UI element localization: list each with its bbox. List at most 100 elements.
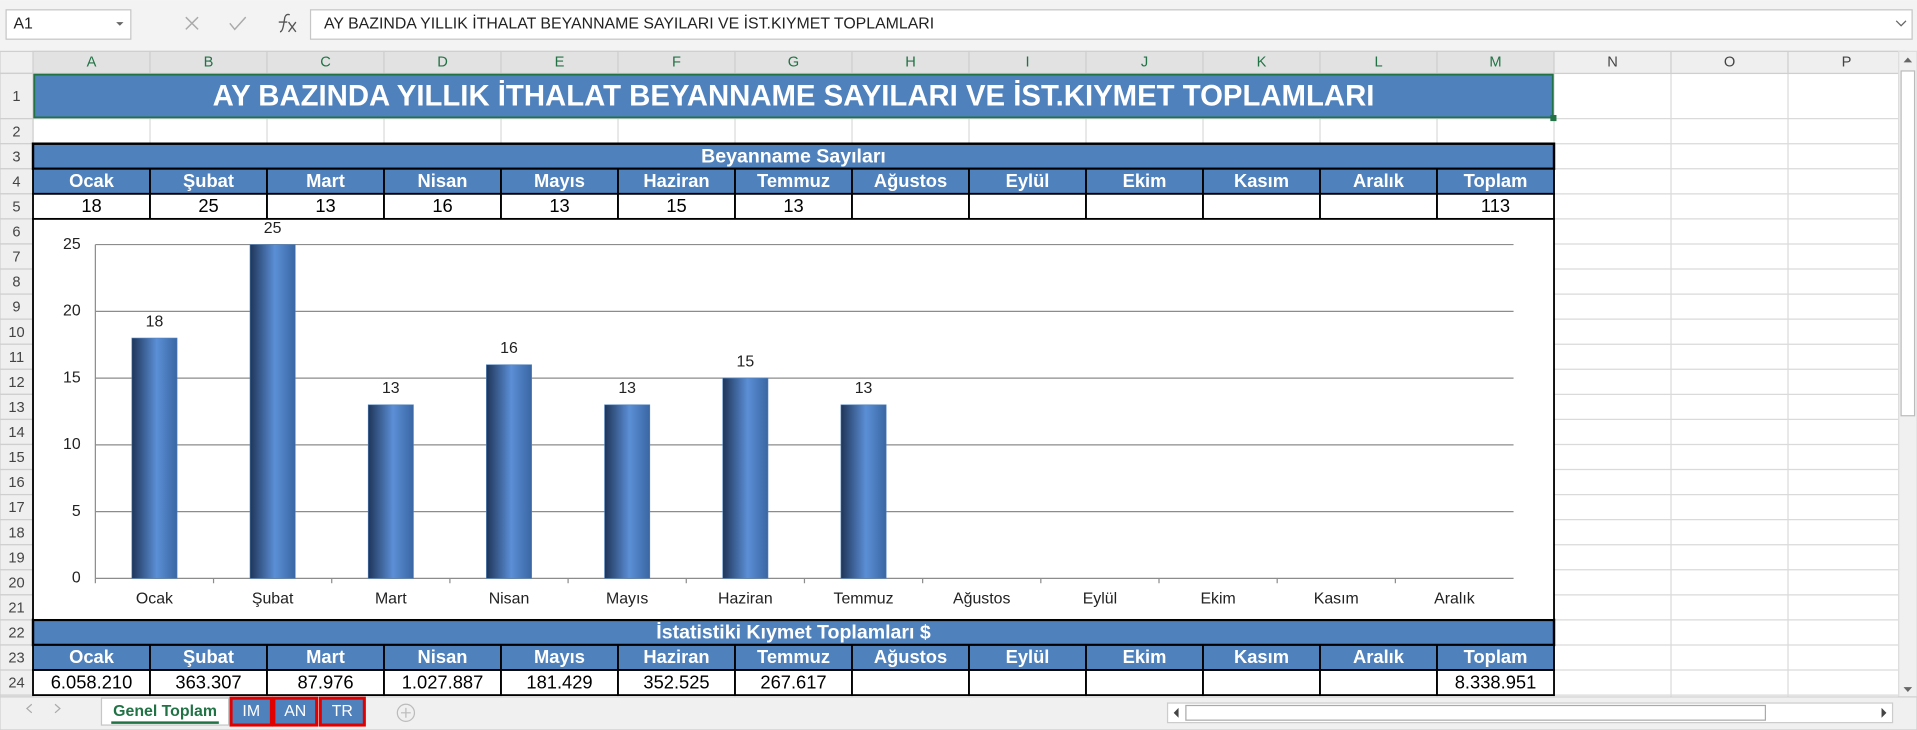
header-text: Aralık xyxy=(1353,170,1405,191)
value-text: 16 xyxy=(432,195,452,216)
header-cell xyxy=(32,644,151,671)
value-text: 6.058.210 xyxy=(51,671,133,692)
header-cell xyxy=(1085,644,1204,671)
row-number: 15 xyxy=(8,450,24,466)
row-number: 3 xyxy=(12,149,20,165)
sheet-tab[interactable] xyxy=(100,697,230,726)
column-letter: J xyxy=(1141,54,1148,70)
name-box[interactable] xyxy=(5,9,132,40)
scroll-down[interactable] xyxy=(1903,687,1913,693)
tab-nav-right[interactable] xyxy=(54,703,61,714)
data-label: 16 xyxy=(500,340,518,357)
row-number: 5 xyxy=(12,199,20,215)
value-text: 267.617 xyxy=(760,671,826,692)
row-header[interactable] xyxy=(0,343,34,370)
scroll-thumb[interactable] xyxy=(1900,70,1916,417)
sheet-tab[interactable] xyxy=(272,696,319,727)
formula-expand[interactable] xyxy=(1895,20,1907,27)
header-cell xyxy=(851,167,970,195)
row-number: 14 xyxy=(8,425,24,441)
header-text: Kasım xyxy=(1234,646,1289,667)
enter-icon[interactable] xyxy=(229,16,247,31)
column-letter: I xyxy=(1025,54,1029,70)
tab-nav-left[interactable] xyxy=(25,703,33,714)
header-text: Şubat xyxy=(183,646,234,667)
h-scroll-thumb[interactable] xyxy=(1185,704,1767,721)
row-header[interactable] xyxy=(0,669,34,696)
header-cell xyxy=(266,644,385,671)
row-header[interactable] xyxy=(0,368,34,395)
sheet-tab-label: TR xyxy=(332,703,353,720)
column-letter: P xyxy=(1842,54,1852,70)
name-box-text: A1 xyxy=(13,16,33,33)
data-label: 13 xyxy=(618,380,636,397)
value-cell xyxy=(1436,192,1555,220)
sheet-tab[interactable] xyxy=(229,696,273,727)
value-cell xyxy=(617,669,736,697)
header-cell xyxy=(1202,644,1321,671)
value-cell xyxy=(968,669,1087,697)
column-letter: B xyxy=(204,54,214,70)
header-cell xyxy=(851,644,970,671)
x-tick-label: Haziran xyxy=(718,590,773,607)
header-text: Ağustos xyxy=(874,646,947,667)
row-number: 6 xyxy=(12,225,20,241)
value-cell xyxy=(968,192,1087,220)
function-icon[interactable] xyxy=(278,13,297,33)
value-cell xyxy=(851,669,970,697)
value-text: 363.307 xyxy=(175,671,241,692)
value-text: 352.525 xyxy=(643,671,709,692)
name-box-arrow[interactable] xyxy=(116,22,124,26)
value-text: 18 xyxy=(81,195,101,216)
header-cell xyxy=(1436,644,1555,671)
row-header[interactable] xyxy=(0,268,34,295)
cancel-icon[interactable] xyxy=(185,16,199,30)
header-cell xyxy=(500,167,619,195)
y-tick-label: 5 xyxy=(72,503,81,520)
row-header[interactable] xyxy=(0,218,34,245)
value-cell xyxy=(1319,669,1438,697)
h-scroll-right[interactable] xyxy=(1881,707,1887,718)
header-text: Aralık xyxy=(1353,646,1405,667)
row-number: 17 xyxy=(8,500,24,516)
add-sheet[interactable] xyxy=(396,703,416,722)
y-tick-label: 10 xyxy=(63,436,81,453)
formula-bar[interactable] xyxy=(309,9,1913,40)
data-label: 13 xyxy=(382,380,400,397)
header-text: Toplam xyxy=(1464,170,1528,191)
row-header[interactable] xyxy=(0,318,34,345)
row-number: 2 xyxy=(12,124,20,140)
header-cell xyxy=(383,644,502,671)
title-cell xyxy=(33,73,1554,119)
x-tick-label: Eylül xyxy=(1083,590,1117,607)
h-scroll-left[interactable] xyxy=(1173,707,1179,718)
sheet-tab[interactable] xyxy=(318,696,366,727)
value-text: 25 xyxy=(198,195,218,216)
sheet-tab-label: Genel Toplam xyxy=(113,703,217,720)
header-text: Ocak xyxy=(69,646,115,667)
column-letter: C xyxy=(320,54,331,70)
x-tick-label: Şubat xyxy=(252,590,294,607)
bar xyxy=(367,404,414,579)
header-cell xyxy=(1085,167,1204,195)
y-tick-label: 15 xyxy=(63,369,81,386)
value-cell xyxy=(32,669,151,697)
x-tick-label: Ağustos xyxy=(953,590,1010,607)
row-number: 18 xyxy=(8,525,24,541)
value-text: 113 xyxy=(1481,195,1510,216)
row-number: 4 xyxy=(12,174,20,190)
formula-text: AY BAZINDA YILLIK İTHALAT BEYANNAME SAYI… xyxy=(324,14,934,33)
scroll-up[interactable] xyxy=(1903,57,1913,63)
row-number: 12 xyxy=(8,375,24,391)
header-text: Nisan xyxy=(418,646,468,667)
data-label: 15 xyxy=(737,353,755,370)
header-text: Mart xyxy=(306,170,345,191)
bar xyxy=(604,404,651,579)
value-text: 8.338.951 xyxy=(1455,671,1537,692)
data-label: 18 xyxy=(146,313,164,330)
x-tick-label: Temmuz xyxy=(834,590,894,607)
bar xyxy=(131,337,178,579)
x-tick-label: Aralık xyxy=(1434,590,1475,607)
sheet-title: AY BAZINDA YILLIK İTHALAT BEYANNAME SAYI… xyxy=(213,80,1375,113)
